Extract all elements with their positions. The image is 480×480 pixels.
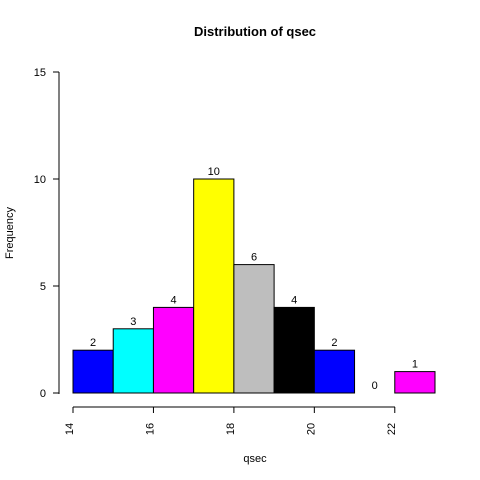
y-axis-tick-label: 5	[40, 281, 46, 293]
bar-count-label: 2	[331, 337, 337, 349]
y-axis-tick-label: 15	[34, 67, 46, 79]
histogram-bar	[313, 349, 356, 394]
bar-count-label: 3	[130, 316, 136, 328]
bar-count-label: 10	[208, 166, 220, 178]
bar-count-label: 4	[170, 294, 176, 306]
histogram-bar	[273, 306, 315, 394]
bar-count-label: 2	[90, 337, 96, 349]
chart-title: Distribution of qsec	[194, 24, 316, 39]
x-axis-label: qsec	[243, 453, 267, 465]
bar-count-label: 6	[251, 252, 257, 264]
bar-count-label: 1	[412, 359, 418, 371]
bar-count-label: 0	[372, 380, 378, 392]
plot-layer: 2 3 4 10 6 4 2 0 1	[72, 166, 436, 394]
histogram-bar	[233, 264, 275, 394]
x-axis-tick-label: 22	[386, 423, 398, 435]
y-axis-label: Frequency	[4, 207, 16, 259]
x-axis-tick-label: 16	[144, 423, 156, 435]
histogram-bar	[193, 178, 235, 394]
x-axis-tick-label: 20	[305, 423, 317, 435]
x-axis-tick-label: 14	[64, 423, 76, 435]
y-axis-tick-label: 10	[34, 174, 46, 186]
histogram-bar	[394, 371, 436, 394]
histogram-bar	[72, 349, 114, 394]
y-axis-tick-label: 0	[40, 388, 46, 400]
histogram-bar	[152, 306, 195, 394]
bar-count-label: 4	[291, 294, 297, 306]
histogram-bar	[112, 328, 154, 394]
x-axis-tick-label: 18	[225, 423, 237, 435]
